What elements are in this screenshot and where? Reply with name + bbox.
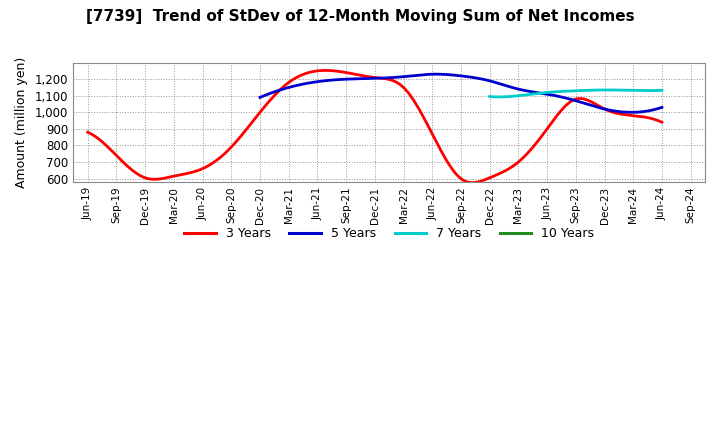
Text: [7739]  Trend of StDev of 12-Month Moving Sum of Net Incomes: [7739] Trend of StDev of 12-Month Moving… — [86, 9, 634, 24]
Y-axis label: Amount (million yen): Amount (million yen) — [15, 57, 28, 188]
Legend: 3 Years, 5 Years, 7 Years, 10 Years: 3 Years, 5 Years, 7 Years, 10 Years — [179, 222, 599, 245]
